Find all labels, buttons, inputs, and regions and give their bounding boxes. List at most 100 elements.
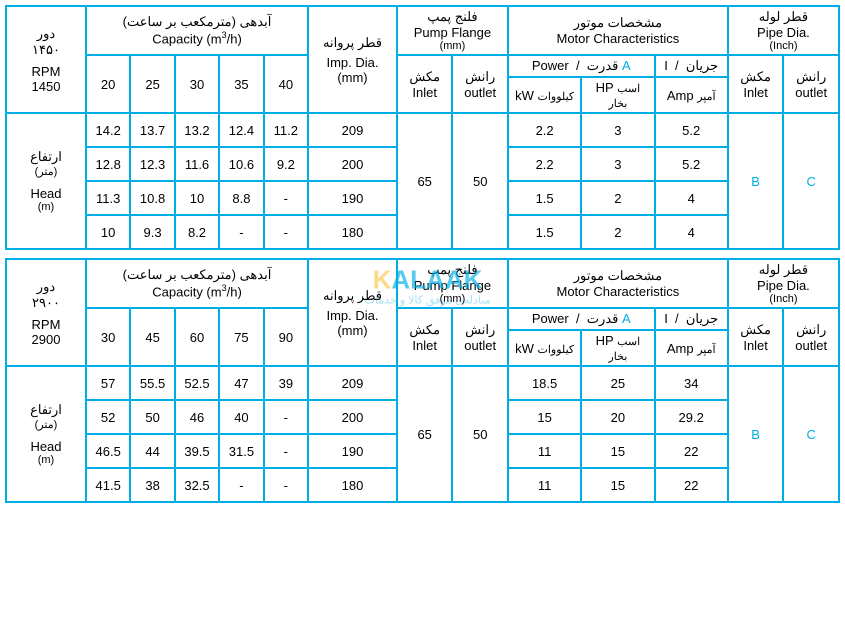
head-value: 13.2 — [175, 113, 219, 147]
head-value: 12.3 — [130, 147, 174, 181]
dia-value: 180 — [308, 215, 397, 249]
power-header: Power / قدرت A — [508, 308, 655, 330]
capacity-header: آبدهی (مترمکعب بر ساعت)Capacity (m3/h) — [86, 6, 308, 55]
head-value: - — [264, 468, 308, 502]
head-value: 47 — [219, 366, 263, 400]
flange-outlet: 50 — [452, 113, 508, 249]
pipe-header: قطر لولهPipe Dia.(Inch) — [728, 259, 839, 308]
flange-header: فلنج پمپPump Flange(mm) — [397, 6, 508, 55]
pipe-inlet-h: مکشInlet — [728, 308, 784, 366]
amp-value: 4 — [655, 215, 728, 249]
flange-inlet-h: مکشInlet — [397, 55, 453, 113]
head-value: - — [264, 215, 308, 249]
kw-value: 18.5 — [508, 366, 581, 400]
hp-value: 20 — [581, 400, 654, 434]
pipe-outlet-h: رانشoutlet — [783, 55, 839, 113]
rpm-header: دور۲۹۰۰RPM2900 — [6, 259, 86, 366]
dia-value: 209 — [308, 113, 397, 147]
capacity-col: 60 — [175, 308, 219, 366]
head-value: 57 — [86, 366, 130, 400]
flange-inlet: 65 — [397, 113, 453, 249]
kw-value: 2.2 — [508, 113, 581, 147]
hp-value: 2 — [581, 181, 654, 215]
dia-value: 200 — [308, 400, 397, 434]
capacity-col: 45 — [130, 308, 174, 366]
head-value: 52 — [86, 400, 130, 434]
pump-table: دور۱۴۵۰RPM1450آبدهی (مترمکعب بر ساعت)Cap… — [5, 5, 840, 250]
head-label: ارتفاع(متر)Head(m) — [6, 113, 86, 249]
head-value: 39.5 — [175, 434, 219, 468]
rpm-header: دور۱۴۵۰RPM1450 — [6, 6, 86, 113]
head-value: 9.2 — [264, 147, 308, 181]
head-value: 14.2 — [86, 113, 130, 147]
head-value: 11.3 — [86, 181, 130, 215]
head-label: ارتفاع(متر)Head(m) — [6, 366, 86, 502]
pipe-header: قطر لولهPipe Dia.(Inch) — [728, 6, 839, 55]
head-value: 10 — [86, 215, 130, 249]
head-value: - — [264, 181, 308, 215]
hp-value: 25 — [581, 366, 654, 400]
capacity-col: 90 — [264, 308, 308, 366]
head-value: 32.5 — [175, 468, 219, 502]
dia-value: 180 — [308, 468, 397, 502]
flange-outlet: 50 — [452, 366, 508, 502]
head-value: 38 — [130, 468, 174, 502]
head-value: 11.6 — [175, 147, 219, 181]
flange-inlet-h: مکشInlet — [397, 308, 453, 366]
amp-value: 22 — [655, 468, 728, 502]
hp-header: HP اسب بخار — [581, 330, 654, 366]
pipe-inlet: B — [728, 366, 784, 502]
head-value: - — [264, 434, 308, 468]
head-value: - — [219, 468, 263, 502]
flange-inlet: 65 — [397, 366, 453, 502]
head-value: 41.5 — [86, 468, 130, 502]
flange-outlet-h: رانشoutlet — [452, 55, 508, 113]
pipe-inlet-h: مکشInlet — [728, 55, 784, 113]
capacity-col: 75 — [219, 308, 263, 366]
hp-value: 2 — [581, 215, 654, 249]
pipe-inlet: B — [728, 113, 784, 249]
kw-value: 1.5 — [508, 181, 581, 215]
impdia-header: قطر پروانهImp. Dia.(mm) — [308, 259, 397, 366]
current-header: I / جریان — [655, 55, 728, 77]
head-value: - — [264, 400, 308, 434]
power-header: Power / قدرت A — [508, 55, 655, 77]
watermark-sub: مبادله‌ی موفق کالا و خدمات — [365, 294, 491, 307]
capacity-col: 25 — [130, 55, 174, 113]
amp-header: Amp آمپر — [655, 77, 728, 113]
amp-value: 29.2 — [655, 400, 728, 434]
hp-value: 3 — [581, 147, 654, 181]
head-value: 55.5 — [130, 366, 174, 400]
amp-header: Amp آمپر — [655, 330, 728, 366]
hp-header: HP اسب بخار — [581, 77, 654, 113]
pipe-outlet-h: رانشoutlet — [783, 308, 839, 366]
head-value: 31.5 — [219, 434, 263, 468]
kw-value: 1.5 — [508, 215, 581, 249]
motor-header: مشخصات موتورMotor Characteristics — [508, 6, 728, 55]
head-value: 44 — [130, 434, 174, 468]
pipe-outlet: C — [783, 366, 839, 502]
impdia-header: قطر پروانهImp. Dia.(mm) — [308, 6, 397, 113]
head-value: 12.8 — [86, 147, 130, 181]
kw-value: 2.2 — [508, 147, 581, 181]
kw-value: 11 — [508, 468, 581, 502]
head-value: 8.2 — [175, 215, 219, 249]
head-value: 10.8 — [130, 181, 174, 215]
capacity-col: 30 — [175, 55, 219, 113]
capacity-col: 20 — [86, 55, 130, 113]
head-value: 12.4 — [219, 113, 263, 147]
current-header: I / جریان — [655, 308, 728, 330]
capacity-col: 30 — [86, 308, 130, 366]
kw-header: kW کیلووات — [508, 77, 581, 113]
head-value: - — [219, 215, 263, 249]
head-value: 10.6 — [219, 147, 263, 181]
head-value: 46 — [175, 400, 219, 434]
dia-value: 209 — [308, 366, 397, 400]
head-value: 13.7 — [130, 113, 174, 147]
head-value: 50 — [130, 400, 174, 434]
flange-outlet-h: رانشoutlet — [452, 308, 508, 366]
dia-value: 190 — [308, 434, 397, 468]
kw-value: 11 — [508, 434, 581, 468]
head-value: 39 — [264, 366, 308, 400]
capacity-col: 40 — [264, 55, 308, 113]
